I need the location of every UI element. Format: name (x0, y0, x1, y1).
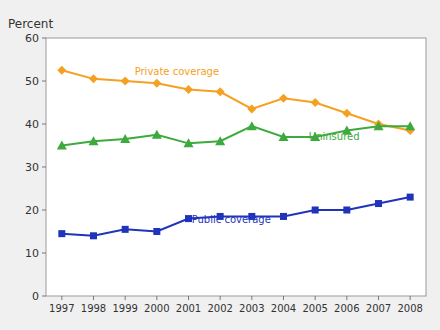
x-tick-label: 2002 (207, 303, 232, 314)
y-tick (42, 124, 46, 125)
x-tick (346, 296, 347, 300)
y-tick (42, 296, 46, 297)
marker (184, 138, 194, 147)
marker (311, 98, 320, 107)
y-tick-label: 10 (25, 247, 39, 260)
marker (215, 136, 225, 145)
marker (216, 87, 225, 96)
marker (247, 104, 256, 113)
y-tick-label: 0 (32, 290, 39, 303)
marker (343, 207, 350, 214)
annotation: Private coverage (135, 66, 219, 77)
marker (122, 226, 129, 233)
x-tick (378, 296, 379, 300)
marker (57, 141, 67, 150)
marker (247, 121, 257, 130)
x-tick (410, 296, 411, 300)
x-tick-label: 1999 (112, 303, 137, 314)
y-tick (42, 210, 46, 211)
annotation: Uninsured (309, 131, 360, 142)
y-tick (42, 38, 46, 39)
chart: 0 10 20 30 40 50 60 1997 1998 1999 2000 2001 2002 200… (0, 0, 440, 330)
x-tick-label: 1998 (81, 303, 106, 314)
x-tick (188, 296, 189, 300)
y-tick (42, 81, 46, 82)
series-line (62, 126, 410, 145)
x-tick-label: 2004 (271, 303, 296, 314)
x-tick (125, 296, 126, 300)
x-tick-label: 2005 (302, 303, 327, 314)
marker (152, 130, 162, 139)
y-tick-label: 60 (25, 32, 39, 45)
marker (342, 109, 351, 118)
marker (89, 136, 99, 145)
x-tick-label: 2001 (176, 303, 201, 314)
marker (57, 66, 66, 75)
marker (121, 77, 130, 86)
marker (374, 121, 384, 130)
x-tick (251, 296, 252, 300)
marker (279, 94, 288, 103)
marker (407, 194, 414, 201)
marker (405, 121, 415, 130)
marker (120, 134, 130, 143)
y-tick-label: 30 (25, 161, 39, 174)
x-tick (220, 296, 221, 300)
marker (153, 228, 160, 235)
marker (89, 74, 98, 83)
marker (280, 213, 287, 220)
x-tick-label: 2000 (144, 303, 169, 314)
annotation: Public coverage (192, 214, 271, 225)
x-tick-label: 1997 (49, 303, 74, 314)
x-tick-label: 2007 (366, 303, 391, 314)
title: Percent (8, 17, 53, 31)
marker (58, 230, 65, 237)
marker (184, 85, 193, 94)
marker (279, 132, 289, 141)
series-line (62, 197, 410, 236)
x-tick-label: 2006 (334, 303, 359, 314)
y-tick-label: 40 (25, 118, 39, 131)
x-tick (93, 296, 94, 300)
y-tick (42, 253, 46, 254)
marker (152, 79, 161, 88)
y-tick (42, 167, 46, 168)
marker (375, 200, 382, 207)
series-line (62, 70, 410, 130)
y-tick-label: 50 (25, 75, 39, 88)
x-tick (156, 296, 157, 300)
marker (90, 232, 97, 239)
x-tick (315, 296, 316, 300)
marker (312, 207, 319, 214)
x-tick-label: 2008 (397, 303, 422, 314)
x-tick (283, 296, 284, 300)
background (0, 0, 440, 330)
series-group (57, 66, 415, 240)
x-tick-label: 2003 (239, 303, 264, 314)
plot-area (46, 38, 426, 296)
y-tick-label: 20 (25, 204, 39, 217)
x-tick (61, 296, 62, 300)
